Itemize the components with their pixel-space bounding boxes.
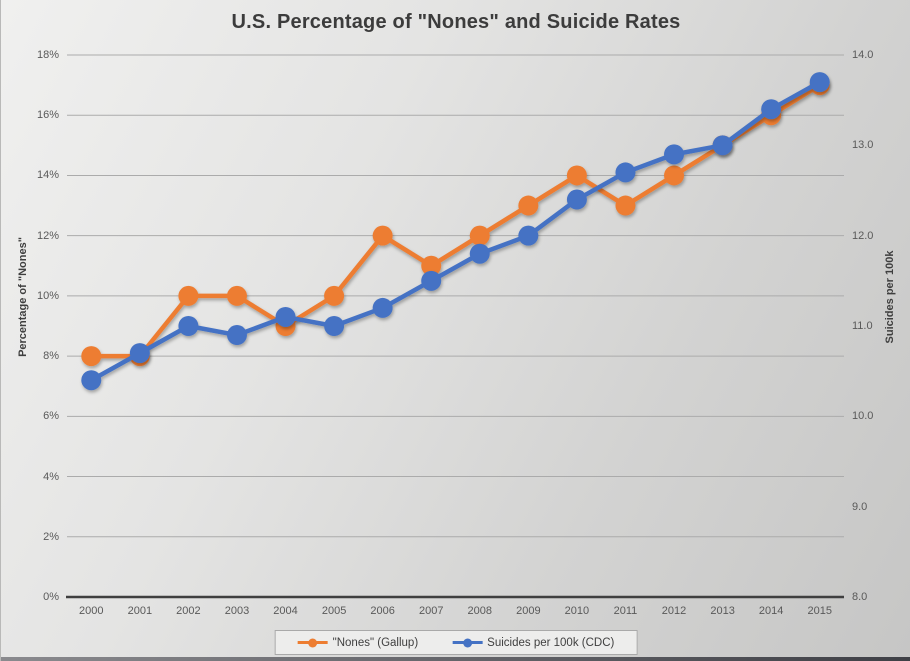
y-right-tick-14.0: 14.0 bbox=[852, 49, 874, 61]
data-point-suicides-2005 bbox=[324, 316, 345, 336]
data-point-suicides-2006 bbox=[372, 297, 393, 318]
nones-series-legend-marker-icon bbox=[297, 637, 328, 648]
data-point-nones-2000 bbox=[81, 346, 102, 367]
y-left-tick-18%: 18% bbox=[36, 49, 59, 61]
data-point-nones-2002 bbox=[178, 285, 199, 306]
y-right-tick-12.0: 12.0 bbox=[852, 229, 874, 242]
data-point-nones-2010 bbox=[566, 165, 587, 186]
legend-label-nones: "Nones" (Gallup) bbox=[332, 636, 419, 649]
data-point-nones-2011 bbox=[615, 195, 636, 216]
x-tick-2011: 2011 bbox=[613, 605, 638, 617]
chart-title: U.S. Percentage of "Nones" and Suicide R… bbox=[231, 11, 681, 33]
data-point-suicides-2014 bbox=[761, 99, 782, 120]
data-point-suicides-2010 bbox=[566, 189, 587, 210]
suicides-series-legend-marker-icon bbox=[452, 637, 483, 648]
data-point-nones-2003 bbox=[226, 285, 247, 306]
y-left-tick-8%: 8% bbox=[43, 350, 59, 363]
y-left-tick-0%: 0% bbox=[43, 591, 59, 603]
x-tick-2001: 2001 bbox=[127, 605, 153, 617]
data-point-suicides-2001 bbox=[129, 343, 150, 364]
data-point-nones-2005 bbox=[324, 285, 345, 306]
y-right-tick-13.0: 13.0 bbox=[852, 139, 874, 152]
legend-entry-suicides: Suicides per 100k (CDC) bbox=[452, 637, 614, 649]
y-left-tick-2%: 2% bbox=[43, 530, 59, 543]
series-line-nones bbox=[89, 82, 822, 359]
x-tick-2014: 2014 bbox=[758, 605, 784, 617]
y-right-tick-11.0: 11.0 bbox=[852, 320, 873, 332]
x-tick-2015: 2015 bbox=[807, 605, 832, 617]
y-left-tick-16%: 16% bbox=[36, 109, 59, 122]
data-point-suicides-2011 bbox=[615, 162, 636, 183]
y-left-tick-4%: 4% bbox=[43, 470, 59, 483]
data-point-nones-2009 bbox=[518, 195, 539, 216]
series-suicides bbox=[81, 72, 830, 391]
legend-entry-nones: "Nones" (Gallup) bbox=[297, 636, 419, 649]
y-left-tick-10%: 10% bbox=[36, 289, 59, 302]
data-point-suicides-2004 bbox=[275, 306, 296, 327]
x-tick-2009: 2009 bbox=[516, 605, 541, 617]
x-tick-2004: 2004 bbox=[273, 605, 298, 617]
data-point-suicides-2007 bbox=[421, 270, 442, 291]
y-right-tick-10.0: 10.0 bbox=[852, 410, 874, 423]
x-tick-2006: 2006 bbox=[370, 605, 395, 617]
bottom-edge-strip bbox=[1, 657, 910, 661]
data-point-nones-2012 bbox=[664, 165, 685, 186]
y-right-tick-9.0: 9.0 bbox=[852, 500, 868, 513]
data-point-suicides-2009 bbox=[518, 225, 539, 246]
x-tick-2000: 2000 bbox=[79, 605, 104, 617]
series-line-suicides bbox=[89, 79, 822, 383]
x-tick-2003: 2003 bbox=[224, 605, 250, 617]
y-left-tick-14%: 14% bbox=[36, 169, 59, 182]
y-left-tick-12%: 12% bbox=[36, 229, 59, 242]
y-right-tick-8.0: 8.0 bbox=[852, 591, 868, 603]
data-point-suicides-2008 bbox=[469, 243, 490, 264]
legend-label-suicides: Suicides per 100k (CDC) bbox=[487, 636, 615, 649]
x-tick-2007: 2007 bbox=[418, 605, 444, 617]
x-tick-2008: 2008 bbox=[467, 605, 493, 617]
y-left-tick-6%: 6% bbox=[43, 410, 59, 423]
data-point-suicides-2013 bbox=[712, 135, 733, 156]
x-tick-2005: 2005 bbox=[321, 605, 347, 617]
data-point-suicides-2003 bbox=[226, 325, 247, 346]
x-tick-2010: 2010 bbox=[564, 605, 590, 617]
data-point-nones-2007 bbox=[421, 255, 442, 276]
x-tick-2002: 2002 bbox=[176, 605, 201, 617]
x-tick-2012: 2012 bbox=[661, 605, 687, 617]
data-point-nones-2006 bbox=[372, 225, 393, 246]
data-point-suicides-2012 bbox=[664, 144, 685, 165]
data-point-suicides-2000 bbox=[81, 370, 102, 391]
x-tick-2013: 2013 bbox=[710, 605, 735, 617]
data-point-suicides-2015 bbox=[809, 72, 830, 93]
data-point-suicides-2002 bbox=[178, 316, 199, 336]
data-point-nones-2008 bbox=[469, 225, 490, 246]
legend: "Nones" (Gallup) Suicides per 100k (CDC) bbox=[274, 630, 638, 655]
